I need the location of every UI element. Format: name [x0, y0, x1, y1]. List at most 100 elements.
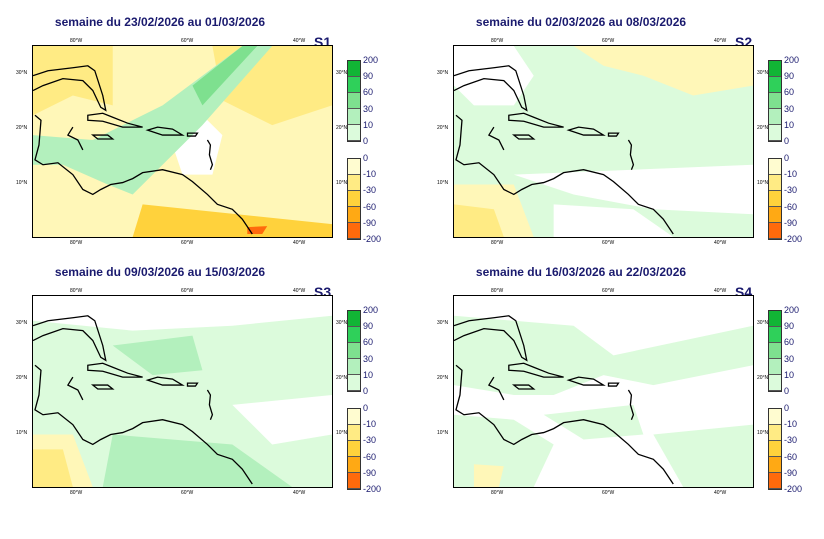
x-tick-label: 80°W [491, 490, 504, 496]
colorbar-label: -60 [363, 201, 377, 212]
colorbar-label: -200 [784, 234, 803, 244]
coastline [454, 65, 674, 235]
colorbar-swatch [348, 109, 360, 125]
colorbar-swatch [769, 207, 781, 223]
colorbar-swatch [348, 409, 360, 425]
colorbar-swatch [769, 359, 781, 375]
y-tick-label: 10°N [437, 180, 449, 186]
map-panel-s2: semaine du 02/03/2026 au 08/03/2026 S2 8… [421, 0, 821, 246]
x-tick-label: 60°W [602, 490, 615, 496]
colorbar-swatch [348, 191, 360, 207]
x-tick-label: 80°W [491, 240, 504, 246]
colorbar-swatch [769, 125, 781, 141]
y-tick-label: 30°N [757, 70, 769, 76]
y-tick-label: 10°N [437, 430, 449, 436]
colorbar-label: 0 [363, 153, 369, 163]
x-tick-label: 80°W [70, 288, 83, 294]
colorbar-label: -30 [784, 435, 798, 446]
x-tick-label: 80°W [70, 240, 83, 246]
y-tick-label: 10°N [16, 430, 28, 436]
colorbar-label: -90 [363, 467, 377, 478]
colorbar-label: 90 [363, 71, 374, 82]
x-tick-label: 80°W [70, 38, 83, 44]
y-tick-label: 20°N [16, 375, 28, 381]
anomaly-region [132, 204, 332, 237]
colorbar-positive [347, 60, 361, 142]
colorbar-swatch [348, 93, 360, 109]
colorbar-label: 10 [784, 369, 795, 380]
colorbar-label: 0 [363, 136, 369, 146]
colorbar-swatch [769, 93, 781, 109]
colorbar-swatch [348, 175, 360, 191]
panel-title: semaine du 09/03/2026 au 15/03/2026 [54, 265, 266, 279]
colorbar-swatch [769, 223, 781, 239]
x-tick-label: 40°W [293, 288, 306, 294]
colorbar-label: 200 [784, 305, 800, 315]
colorbar-swatch [348, 375, 360, 391]
coastline [33, 315, 253, 485]
colorbar-label: 90 [363, 321, 374, 332]
colorbar-label: -90 [363, 217, 377, 228]
colorbar-swatch [769, 77, 781, 93]
colorbar-label: -60 [363, 451, 377, 462]
colorbar-label: 10 [363, 119, 374, 130]
x-tick-label: 60°W [181, 38, 194, 44]
y-tick-label: 10°N [336, 430, 348, 436]
colorbar-label: 60 [784, 337, 795, 348]
colorbar-positive [768, 310, 782, 392]
colorbar-swatch [769, 159, 781, 175]
y-tick-label: 20°N [437, 125, 449, 131]
colorbar-negative [347, 408, 361, 490]
y-tick-label: 30°N [757, 320, 769, 326]
precipitation-anomaly-map [453, 45, 754, 238]
y-tick-label: 20°N [336, 375, 348, 381]
colorbar-label: 60 [363, 337, 374, 348]
colorbar-negative [347, 158, 361, 240]
anomaly-region [513, 164, 753, 215]
colorbar-swatch [769, 457, 781, 473]
coastline [33, 65, 253, 235]
colorbar-label: 30 [363, 103, 374, 114]
anomaly-region [553, 204, 674, 237]
colorbar-swatch [348, 473, 360, 489]
colorbar-label: 30 [784, 353, 795, 364]
y-tick-label: 10°N [336, 180, 348, 186]
colorbar-swatch [348, 159, 360, 175]
colorbar-label: 0 [784, 136, 790, 146]
colorbar-negative [768, 408, 782, 490]
panel-title: semaine du 02/03/2026 au 08/03/2026 [475, 15, 687, 29]
y-tick-label: 20°N [757, 125, 769, 131]
colorbar-swatch [769, 191, 781, 207]
anomaly-region [112, 335, 203, 376]
colorbar-label: -200 [784, 484, 803, 494]
colorbar-label: -60 [784, 451, 798, 462]
precipitation-anomaly-map [32, 45, 333, 238]
colorbar-swatch [769, 343, 781, 359]
x-tick-label: 40°W [714, 490, 727, 496]
colorbar-swatch [769, 375, 781, 391]
colorbar-swatch [348, 457, 360, 473]
y-tick-label: 30°N [336, 320, 348, 326]
x-tick-label: 60°W [602, 240, 615, 246]
anomaly-region [573, 46, 753, 96]
colorbar-positive [768, 60, 782, 142]
colorbar-swatch [348, 77, 360, 93]
y-tick-label: 30°N [336, 70, 348, 76]
colorbar-label: -200 [363, 234, 382, 244]
y-tick-label: 10°N [757, 430, 769, 436]
colorbar-swatch [348, 223, 360, 239]
colorbar-swatch [348, 311, 360, 327]
x-tick-label: 40°W [293, 240, 306, 246]
x-tick-label: 80°W [491, 288, 504, 294]
colorbar-label: -10 [363, 169, 377, 180]
x-tick-label: 40°W [714, 240, 727, 246]
colorbar-label: -10 [363, 419, 377, 430]
colorbar-label: 0 [784, 386, 790, 396]
anomaly-region [33, 296, 332, 487]
colorbar-label: 0 [784, 403, 790, 413]
anomaly-region [232, 394, 332, 445]
y-tick-label: 30°N [437, 320, 449, 326]
anomaly-region [473, 464, 504, 487]
y-tick-label: 30°N [16, 320, 28, 326]
x-tick-label: 40°W [293, 490, 306, 496]
